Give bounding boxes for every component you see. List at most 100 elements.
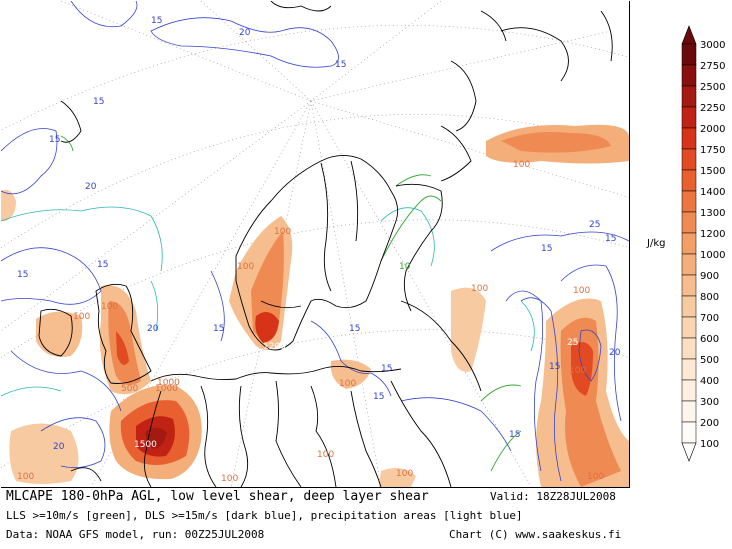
legend-tick-label: 200 <box>700 418 719 429</box>
cape-label: 100 <box>73 312 90 322</box>
cape-label: 1000 <box>157 378 180 388</box>
legend-color-band <box>681 43 697 66</box>
shear-label: 15 <box>93 97 104 107</box>
shear-label: 20 <box>85 182 97 192</box>
cape-label: 1200 <box>263 342 286 352</box>
map-canvas: 100 100 100 100 100 100 100 100 100 500 … <box>1 1 629 487</box>
cape-label: 100 <box>101 302 118 312</box>
footer-valid: Valid: 18Z28JUL2008 <box>490 490 616 503</box>
legend-bottom-arrow <box>681 442 697 462</box>
legend-canvas: 3000 2750 2500 2250 2000 1750 1500 1400 1300 1200… <box>646 25 725 462</box>
legend-color-band <box>681 421 697 444</box>
shear-label: 15 <box>49 135 60 145</box>
cape-areas <box>1 124 629 487</box>
cape-label: 500 <box>121 384 138 394</box>
shear-label: 15 <box>509 430 520 440</box>
legend-tick-label: 500 <box>700 355 719 366</box>
legend-color-band <box>681 148 697 171</box>
shear-label: 20 <box>147 324 159 334</box>
legend-color-band <box>681 85 697 108</box>
shear-label: 15 <box>541 244 552 254</box>
footer-credit: Chart (C) www.saakeskus.fi <box>449 528 622 541</box>
legend-color-band <box>681 358 697 381</box>
map-panel: 100 100 100 100 100 100 100 100 100 500 … <box>1 1 630 488</box>
footer-data-source: Data: NOAA GFS model, run: 00Z25JUL2008 <box>6 528 265 541</box>
footer-title: MLCAPE 180-0hPa AGL, low level shear, de… <box>6 489 429 504</box>
shear-label: 15 <box>97 260 108 270</box>
legend-tick-label: 2500 <box>700 82 725 93</box>
shear-label: 15 <box>349 324 360 334</box>
legend-color-band <box>681 127 697 150</box>
cape-label: 1500 <box>134 440 157 450</box>
cape-label: 100 <box>587 472 604 482</box>
shear-label: 15 <box>151 16 162 26</box>
cape-label: 100 <box>471 284 488 294</box>
shear-label: 15 <box>335 60 346 70</box>
legend-color-band <box>681 253 697 276</box>
legend-tick-label: 1500 <box>700 166 725 177</box>
legend-tick-label: 400 <box>700 376 719 387</box>
cape-label: 100 <box>573 286 590 296</box>
color-legend: 3000 2750 2500 2250 2000 1750 1500 1400 1300 1200… <box>631 0 732 487</box>
legend-unit: J/kg <box>646 238 665 249</box>
legend-tick-label: 1000 <box>700 250 725 261</box>
legend-color-band <box>681 379 697 402</box>
shear-label: 20 <box>239 28 251 38</box>
shear-label: 15 <box>605 234 616 244</box>
legend-tick-label: 100 <box>700 439 719 450</box>
legend-color-band <box>681 295 697 318</box>
cape-label: 100 <box>274 227 291 237</box>
cape-label: 100 <box>317 450 334 460</box>
legend-tick-label: 3000 <box>700 40 725 51</box>
legend-tick-label: 2750 <box>700 61 725 72</box>
coastlines <box>38 1 613 487</box>
cape-labels: 100 100 100 100 100 100 100 100 100 500 … <box>17 160 604 484</box>
legend-top-arrow <box>681 25 697 45</box>
legend-tick-label: 1300 <box>700 208 725 219</box>
chart-footer: MLCAPE 180-0hPa AGL, low level shear, de… <box>0 488 630 549</box>
shear-label: 15 <box>213 324 224 334</box>
shear-label: 10 <box>399 262 411 272</box>
legend-tick-label: 300 <box>700 397 719 408</box>
legend-color-band <box>681 106 697 129</box>
legend-color-band <box>681 316 697 339</box>
dls-contours <box>1 1 629 482</box>
legend-tick-label: 600 <box>700 334 719 345</box>
legend-tick-label: 700 <box>700 313 719 324</box>
cape-label: 100 <box>569 366 586 376</box>
shear-label: 15 <box>549 362 560 372</box>
footer-legend-line: LLS >=10m/s [green], DLS >=15m/s [dark b… <box>6 509 523 522</box>
cape-label: 1000 <box>155 384 178 394</box>
legend-tick-label: 1750 <box>700 145 725 156</box>
cape-label: 100 <box>221 474 238 484</box>
shear-label: 15 <box>373 392 384 402</box>
legend-tick-label: 900 <box>700 271 719 282</box>
shear-label: 25 <box>567 338 578 348</box>
cape-label: 100 <box>396 469 413 479</box>
legend-color-band <box>681 400 697 423</box>
legend-tick-label: 1400 <box>700 187 725 198</box>
legend-color-band <box>681 337 697 360</box>
shear-label: 25 <box>589 220 600 230</box>
legend-color-band <box>681 211 697 234</box>
shear-labels: 15 20 15 15 15 20 15 15 20 10 15 15 15 2… <box>17 16 621 452</box>
shear-label: 20 <box>53 442 65 452</box>
cape-label: 100 <box>17 472 34 482</box>
cape-label: 100 <box>339 379 356 389</box>
cape-label: 100 <box>513 160 530 170</box>
legend-color-band <box>681 232 697 255</box>
precip-contours <box>1 206 535 397</box>
shear-label: 20 <box>609 348 621 358</box>
legend-tick-label: 1200 <box>700 229 725 240</box>
shear-label: 15 <box>381 364 392 374</box>
graticule <box>1 1 629 487</box>
legend-tick-label: 2000 <box>700 124 725 135</box>
cape-label: 100 <box>237 262 254 272</box>
shear-label: 15 <box>17 270 28 280</box>
legend-color-band <box>681 274 697 297</box>
legend-color-band <box>681 64 697 87</box>
legend-color-band <box>681 190 697 213</box>
legend-color-band <box>681 169 697 192</box>
legend-tick-label: 800 <box>700 292 719 303</box>
